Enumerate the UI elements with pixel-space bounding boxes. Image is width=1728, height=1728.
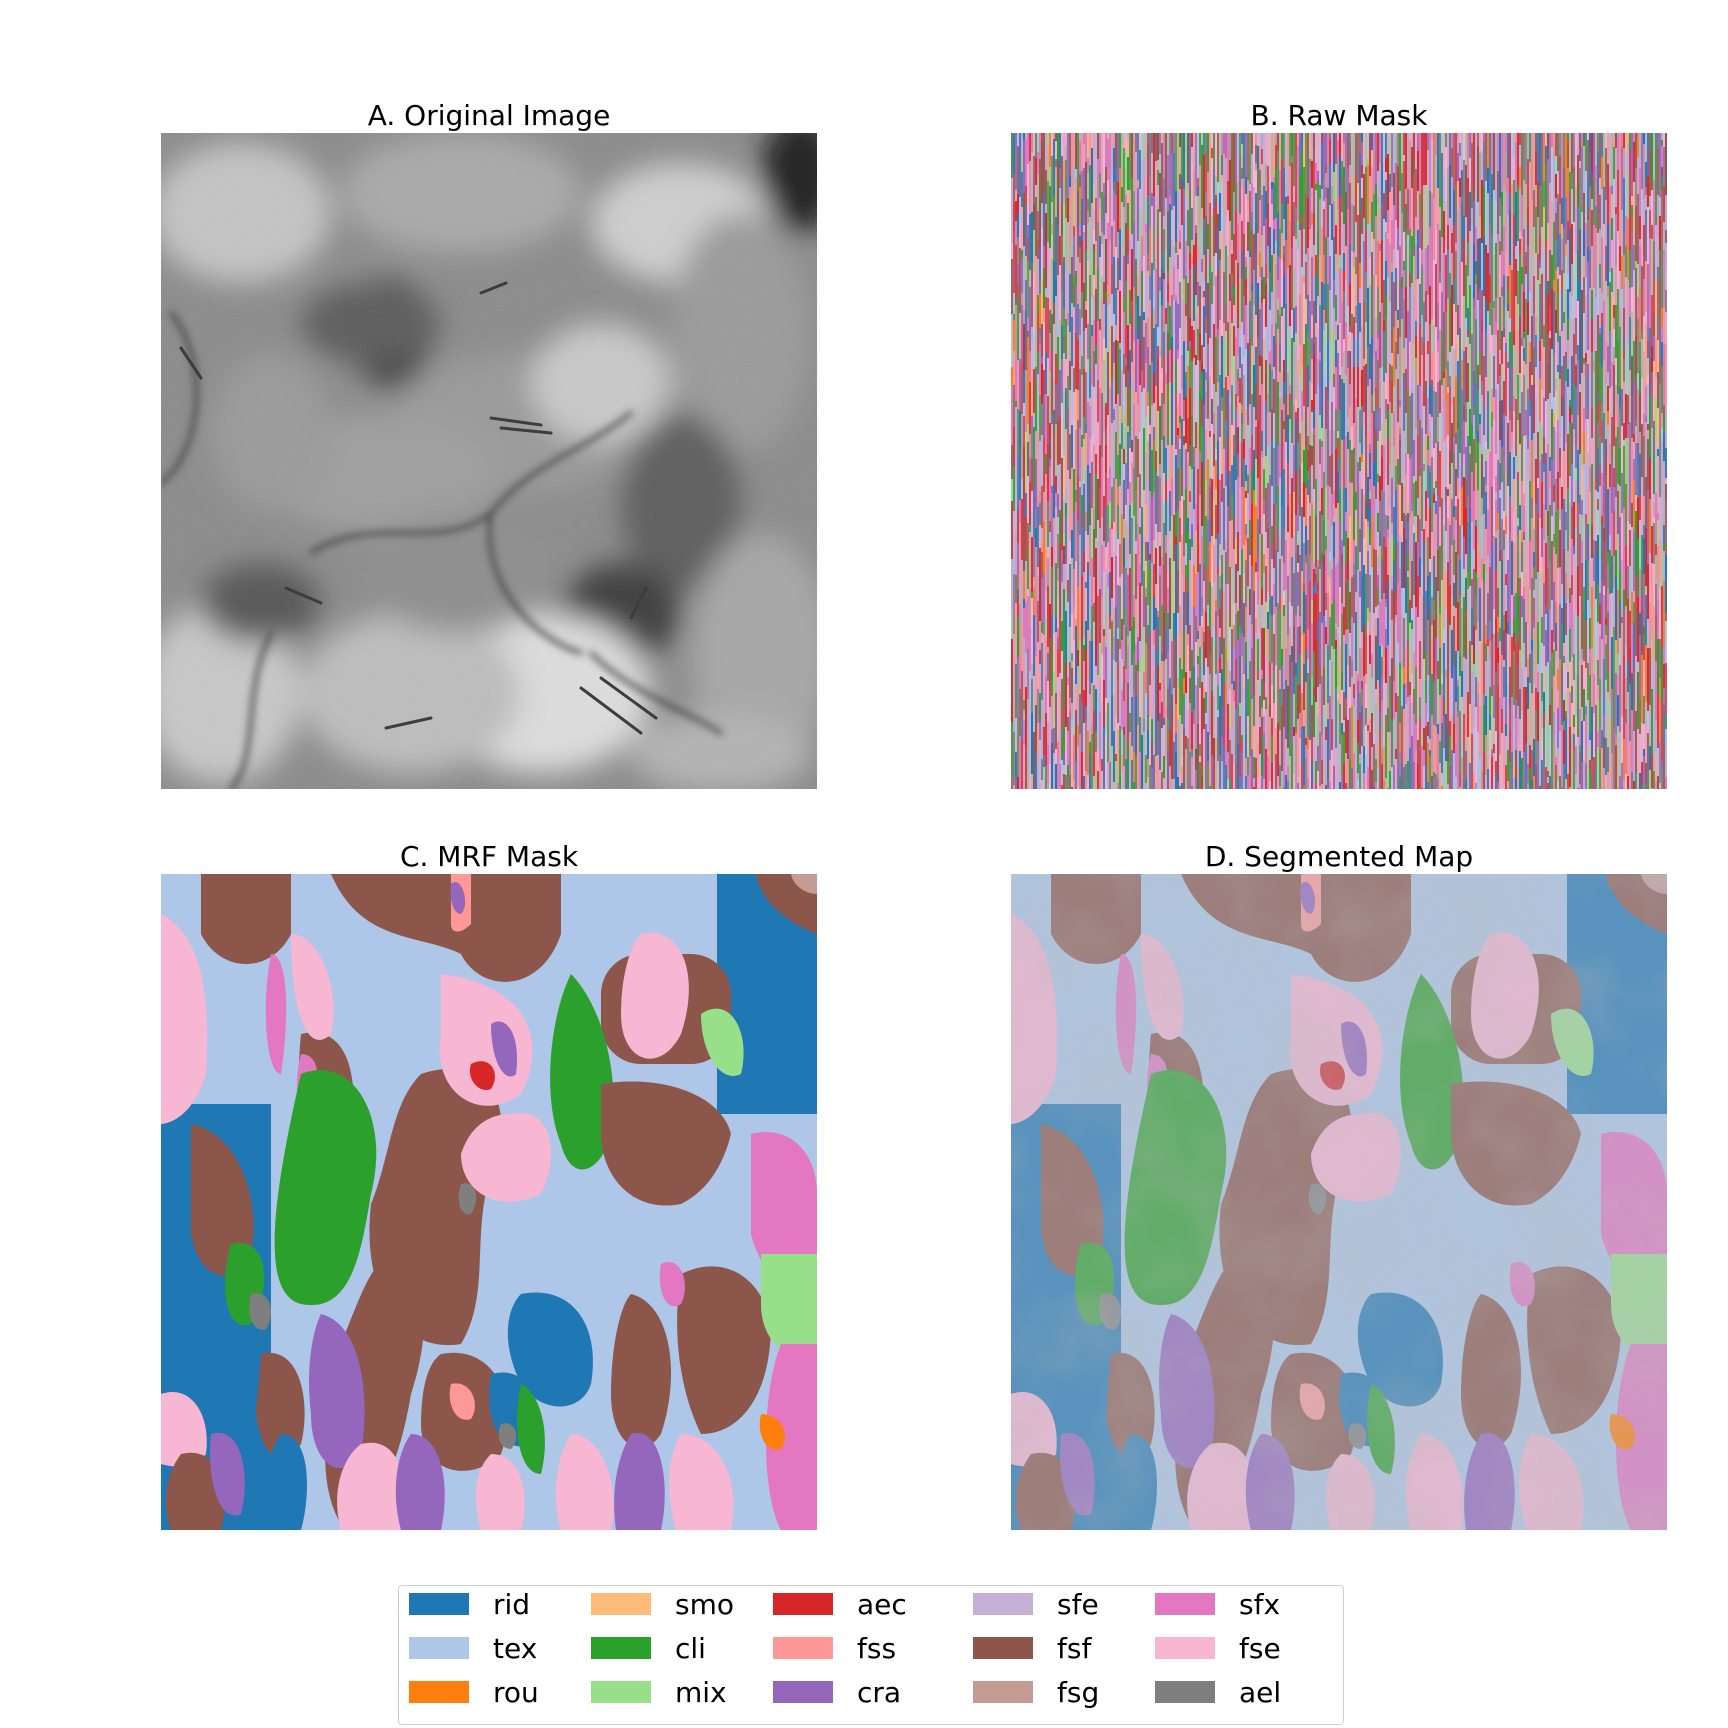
panel-b-title: B. Raw Mask [1250, 99, 1428, 132]
legend-swatch [591, 1637, 651, 1659]
legend-label: tex [493, 1631, 538, 1665]
mrf-mask-image [161, 874, 817, 1530]
legend-swatch [773, 1681, 833, 1703]
legend-label: fsf [1057, 1631, 1092, 1665]
legend-item-mix: mix [591, 1675, 727, 1709]
legend-label: aec [857, 1587, 907, 1621]
legend-label: cli [675, 1631, 706, 1665]
legend-swatch [973, 1681, 1033, 1703]
legend-swatch [1155, 1637, 1215, 1659]
legend-item-sfx: sfx [1155, 1587, 1281, 1621]
legend-item-aec: aec [773, 1587, 907, 1621]
legend-label: mix [675, 1675, 727, 1709]
legend-swatch [1155, 1681, 1215, 1703]
legend-swatch [973, 1593, 1033, 1615]
legend-swatch [409, 1637, 469, 1659]
segmented-map-image [1011, 874, 1667, 1530]
legend-swatch [773, 1637, 833, 1659]
legend-swatch [773, 1593, 833, 1615]
legend-label: fse [1239, 1631, 1281, 1665]
legend-label: ael [1239, 1675, 1282, 1709]
raw-mask-image [1011, 133, 1667, 789]
legend-swatch [409, 1593, 469, 1615]
legend-swatch [591, 1593, 651, 1615]
legend-item-cra: cra [773, 1675, 902, 1709]
legend-item-tex: tex [409, 1631, 538, 1665]
legend-label: fss [857, 1631, 897, 1665]
legend-item-smo: smo [591, 1587, 734, 1621]
legend-label: sfx [1239, 1587, 1281, 1621]
legend-label: cra [857, 1675, 902, 1709]
legend-item-ael: ael [1155, 1675, 1282, 1709]
legend-swatch [591, 1681, 651, 1703]
original-image [161, 133, 817, 789]
legend-item-rou: rou [409, 1675, 539, 1709]
legend-label: smo [675, 1587, 734, 1621]
legend-item-cli: cli [591, 1631, 706, 1665]
legend-item-fsg: fsg [973, 1675, 1100, 1709]
legend-label: sfe [1057, 1587, 1099, 1621]
legend-item-fse: fse [1155, 1631, 1281, 1665]
legend-item-sfe: sfe [973, 1587, 1099, 1621]
legend-swatch [409, 1681, 469, 1703]
panel-a-title: A. Original Image [367, 99, 611, 132]
panel-d-title: D. Segmented Map [1204, 840, 1474, 873]
legend-swatch [973, 1637, 1033, 1659]
legend-swatch [1155, 1593, 1215, 1615]
legend-label: rid [493, 1587, 531, 1621]
legend-item-rid: rid [409, 1587, 531, 1621]
legend-label: fsg [1057, 1675, 1100, 1709]
panel-c-title: C. MRF Mask [399, 840, 579, 873]
class-legend: rid tex rou smo cli mix aec fss cra sfe fsf fsg sfx f… [398, 1585, 1344, 1725]
legend-item-fsf: fsf [973, 1631, 1092, 1665]
legend-item-fss: fss [773, 1631, 897, 1665]
legend-label: rou [493, 1675, 539, 1709]
